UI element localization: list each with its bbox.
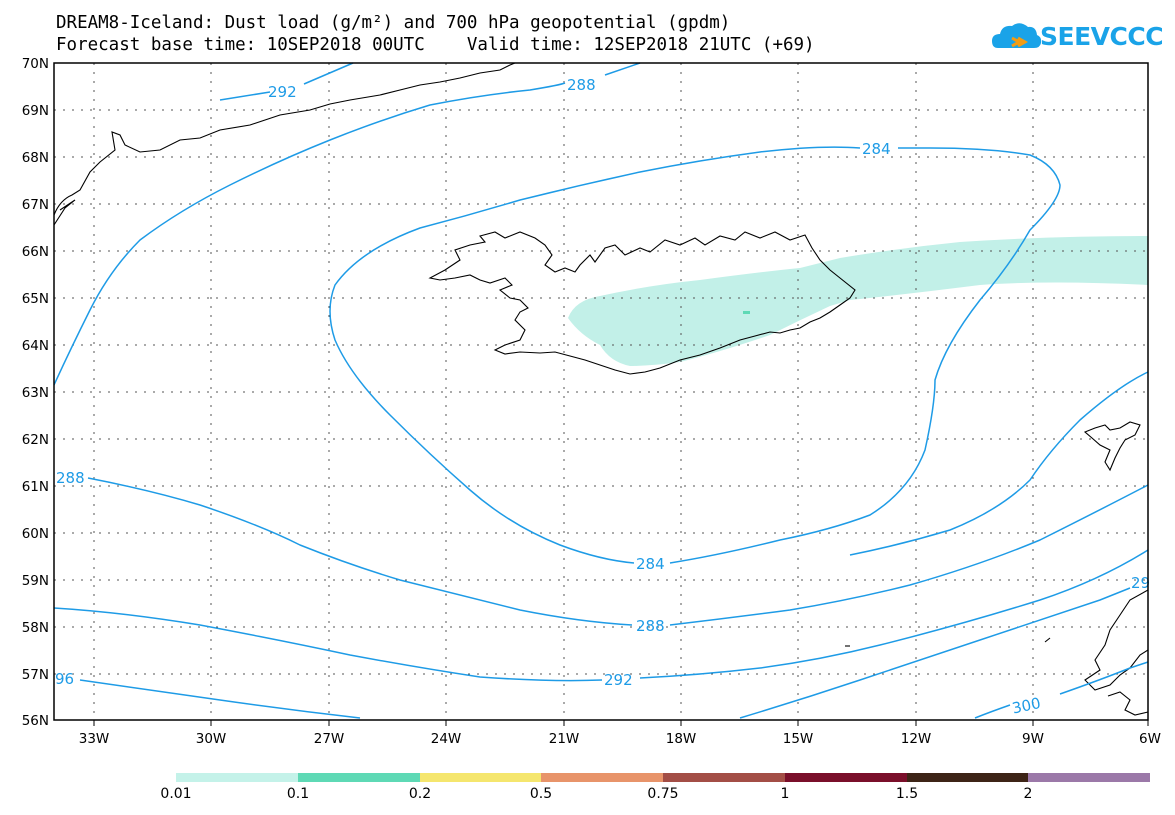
hebrides — [1107, 691, 1149, 716]
lat-label: 68N — [22, 150, 49, 166]
greenland-coast — [53, 62, 516, 216]
scotland-coast — [1084, 589, 1149, 691]
lon-label: 9W — [1022, 731, 1044, 747]
lat-label: 64N — [22, 338, 49, 354]
contour-label: 288 — [56, 469, 85, 487]
lon-label: 12W — [901, 731, 932, 747]
contour-label: 288 — [567, 76, 596, 94]
lat-label: 67N — [22, 197, 49, 213]
contour-label: 300 — [1011, 694, 1043, 718]
lat-label: 56N — [22, 713, 49, 729]
forecast-times: Forecast base time: 10SEP2018 00UTC Vali… — [56, 35, 815, 55]
colorbar-label: 1.5 — [895, 786, 919, 802]
contour-296 — [79, 587, 1131, 719]
graticule — [54, 63, 1148, 720]
contour-292-north — [219, 62, 354, 101]
contour-label: 96 — [55, 670, 74, 688]
axis-ticks — [93, 720, 1149, 726]
lon-label: 24W — [431, 731, 462, 747]
geopotential-contours — [53, 62, 1149, 719]
colorbar-label: 0.2 — [408, 786, 432, 802]
lon-label: 6W — [1139, 731, 1161, 747]
colorbar-label: 2 — [1023, 786, 1033, 802]
contour-label: 29 — [1131, 574, 1150, 592]
contour-label: 284 — [636, 555, 665, 573]
colorbar-swatch — [298, 773, 420, 782]
colorbar-swatch — [785, 773, 907, 782]
colorbar-swatch — [176, 773, 298, 782]
lat-label: 61N — [22, 479, 49, 495]
lat-label: 69N — [22, 103, 49, 119]
map-title: DREAM8-Iceland: Dust load (g/m²) and 700… — [56, 13, 731, 33]
colorbar-swatch — [663, 773, 785, 782]
colorbar-label: 0.5 — [529, 786, 553, 802]
latitude-labels: 70N 69N 68N 67N 66N 65N 64N 63N 62N 61N … — [22, 56, 49, 729]
map-frame — [53, 62, 1149, 721]
coastlines — [53, 62, 1149, 716]
colorbar-label: 1 — [780, 786, 790, 802]
lat-label: 57N — [22, 667, 49, 683]
cloud-logo-icon — [992, 23, 1042, 48]
lat-label: 58N — [22, 620, 49, 636]
colorbar-swatch — [907, 773, 1028, 782]
contour-284-closed — [329, 146, 1061, 564]
lon-label: 15W — [783, 731, 814, 747]
lat-label: 70N — [22, 56, 49, 72]
lat-label: 60N — [22, 526, 49, 542]
lat-label: 65N — [22, 291, 49, 307]
greenland-coast-inner — [53, 199, 76, 226]
contour-labels: 292 288 284 288 284 288 292 96 300 29 — [55, 76, 1150, 718]
lat-label: 63N — [22, 385, 49, 401]
contour-label: 288 — [636, 617, 665, 635]
lon-label: 33W — [79, 731, 110, 747]
contour-292-south — [53, 371, 1149, 682]
colorbar-label: 0.1 — [286, 786, 310, 802]
contour-288-north — [53, 62, 641, 386]
lon-label: 18W — [666, 731, 697, 747]
lat-label: 66N — [22, 244, 49, 260]
lon-label: 27W — [314, 731, 345, 747]
colorbar-label: 0.01 — [160, 786, 192, 802]
colorbar-swatch — [541, 773, 663, 782]
lon-label: 21W — [549, 731, 580, 747]
lon-label: 30W — [196, 731, 227, 747]
lat-label: 59N — [22, 573, 49, 589]
longitude-labels: 33W 30W 27W 24W 21W 18W 15W 12W 9W 6W — [79, 731, 1161, 747]
contour-label: 284 — [862, 140, 891, 158]
contour-label: 292 — [268, 83, 297, 101]
lat-label: 62N — [22, 432, 49, 448]
iceland-coast — [428, 231, 856, 375]
contour-288-south — [87, 477, 1149, 626]
contour-label: 292 — [604, 671, 633, 689]
logo-text: SEEVCCC — [1040, 22, 1164, 51]
colorbar-swatch — [420, 773, 541, 782]
colorbar-swatch — [1028, 773, 1150, 782]
colorbar-label: 0.75 — [647, 786, 679, 802]
dust-load-area — [568, 236, 1148, 366]
faroe-islands — [1083, 421, 1141, 472]
contour-300 — [974, 661, 1149, 719]
